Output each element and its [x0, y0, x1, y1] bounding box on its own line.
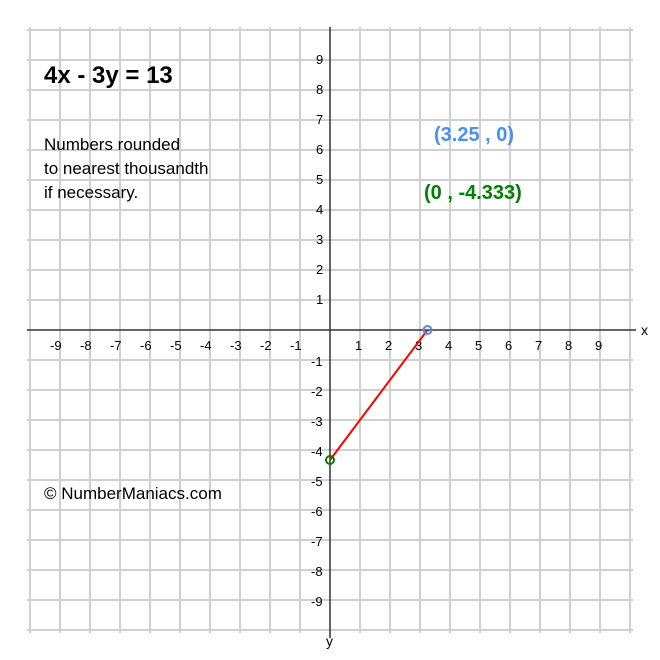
- y-intercept-point: [325, 454, 335, 465]
- equation-title: 4x - 3y = 13: [44, 62, 173, 89]
- y-intercept-label: (0 , -4.333): [424, 182, 522, 204]
- y-tick-label: -2: [311, 384, 323, 399]
- y-tick-label: -7: [311, 534, 323, 549]
- y-tick-label: 1: [316, 292, 323, 307]
- x-tick-label: 6: [505, 338, 512, 353]
- x-tick-label: -5: [170, 338, 182, 353]
- x-tick-label: -7: [110, 338, 122, 353]
- note-line: if necessary.: [44, 183, 139, 202]
- x-tick-label: 7: [535, 338, 542, 353]
- x-intercept-point: [422, 325, 433, 335]
- x-tick-label: -4: [200, 338, 212, 353]
- y-tick-label: 4: [316, 202, 323, 217]
- y-tick-label: -8: [311, 564, 323, 579]
- x-tick-label: 1: [355, 338, 362, 353]
- y-tick-label: 8: [316, 82, 323, 97]
- note-line: to nearest thousandth: [44, 159, 209, 178]
- x-tick-label: 8: [565, 338, 572, 353]
- x-tick-label: 2: [385, 338, 392, 353]
- x-tick-label: 5: [475, 338, 482, 353]
- y-tick-label: -9: [311, 594, 323, 609]
- y-tick-label: -5: [311, 474, 323, 489]
- x-tick-label: -2: [260, 338, 272, 353]
- x-axis-label: x: [641, 322, 648, 338]
- y-tick-label: 9: [316, 52, 323, 67]
- x-tick-label: -6: [140, 338, 152, 353]
- x-tick-label: -9: [50, 338, 62, 353]
- y-tick-label: -3: [311, 414, 323, 429]
- y-tick-label: -6: [311, 504, 323, 519]
- y-axis-label: y: [326, 633, 333, 649]
- y-tick-label: 3: [316, 232, 323, 247]
- x-intercept-label: (3.25 , 0): [434, 124, 515, 146]
- x-tick-label: 3: [415, 338, 422, 353]
- y-tick-label: 5: [316, 172, 323, 187]
- x-tick-label: 4: [445, 338, 452, 353]
- x-tick-label: -1: [290, 338, 302, 353]
- copyright: © NumberManiacs.com: [44, 484, 222, 503]
- x-tick-label: 9: [595, 338, 602, 353]
- line-segment: [329, 329, 429, 461]
- y-tick-label: -1: [311, 354, 323, 369]
- note-line: Numbers rounded: [44, 135, 181, 154]
- y-tick-label: 7: [316, 112, 323, 127]
- y-tick-label: 6: [316, 142, 323, 157]
- y-tick-label: 2: [316, 262, 323, 277]
- x-tick-label: -8: [80, 338, 92, 353]
- y-tick-label: -4: [311, 444, 323, 459]
- rounding-note: Numbers rounded to nearest thousandth if…: [44, 133, 208, 205]
- x-tick-label: -3: [230, 338, 242, 353]
